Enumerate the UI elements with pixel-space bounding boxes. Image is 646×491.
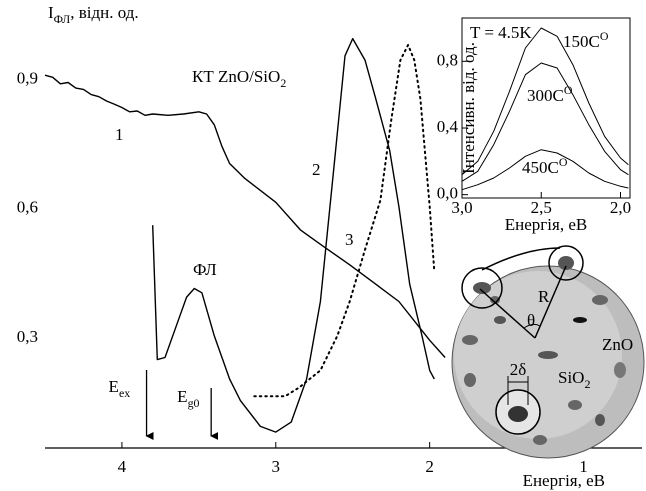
x-tick-label: 1	[579, 457, 588, 476]
particle	[490, 296, 500, 304]
particle	[595, 414, 605, 426]
angle-label: θ	[527, 311, 535, 330]
probe-circle	[548, 245, 584, 281]
series-label: 1	[115, 125, 124, 144]
particle	[473, 282, 491, 294]
x-tick-label: 2	[425, 457, 434, 476]
series-line	[44, 74, 446, 358]
y-tick-label: 0,6	[17, 198, 38, 217]
radius-label: R	[538, 287, 550, 306]
series-line	[253, 44, 436, 398]
particle	[592, 295, 608, 305]
y-axis-label-part: I	[48, 3, 54, 22]
particle	[462, 335, 478, 345]
series-label: 3	[345, 230, 354, 249]
inset-chart: 3,0 2,5 2,0 0,0 0,4 0,8 Енергія, еВ Інтенсивн. …	[437, 17, 631, 234]
marker-label: Eex	[109, 377, 131, 400]
y-axis-label: Інтенсивн. від. од.	[459, 42, 478, 174]
x-tick-label: 4	[118, 457, 127, 476]
sio2-sub: 2	[584, 377, 590, 391]
annotation: КТ ZnO/SiO2	[192, 67, 286, 90]
y-axis-label-part: ФЛ	[54, 12, 71, 26]
annotation-part: 2	[280, 76, 286, 90]
y-tick-label: 0,9	[17, 68, 38, 87]
series-label-part: O	[600, 29, 609, 43]
radius-line	[479, 288, 536, 339]
series-label-part: O	[559, 155, 568, 169]
x-tick-label: 2,5	[531, 198, 552, 217]
marker-label-part: E	[109, 377, 119, 396]
x-tick-label: 3,0	[451, 198, 472, 217]
x-axis-label: Енергія, еВ	[505, 215, 587, 234]
y-axis-label-part: , відн. од.	[70, 3, 138, 22]
y-tick-label: 0,0	[437, 184, 458, 203]
particle	[568, 400, 582, 410]
particle	[494, 316, 506, 324]
particle	[538, 351, 558, 359]
particle	[558, 256, 574, 270]
particle	[508, 406, 528, 422]
note: T = 4.5K	[470, 23, 532, 42]
marker-label-part: E	[177, 387, 187, 406]
probe-circle	[461, 267, 503, 309]
series-line	[152, 37, 435, 433]
sio2-label: SiO2	[558, 368, 590, 391]
y-tick-label: 0,3	[17, 327, 38, 346]
size-label: 2δ	[510, 360, 527, 379]
x-tick-label: 2,0	[610, 198, 631, 217]
series-line	[461, 62, 629, 182]
particle	[464, 373, 476, 387]
y-axis-label: IФЛ, відн. од.	[48, 3, 139, 26]
y-tick-label: 0,4	[437, 117, 459, 136]
marker-label: Eg0	[177, 387, 199, 410]
marker-label-part: ex	[119, 386, 130, 400]
annotation-part: КТ ZnO/SiO	[192, 67, 280, 86]
series-label: 2	[312, 160, 321, 179]
series-label-part: 450C	[522, 158, 559, 177]
series-line	[461, 27, 629, 176]
series-label: 150CO	[563, 29, 609, 51]
series-label-part: 300C	[527, 86, 564, 105]
x-axis-label: Енергія, еВ	[523, 471, 605, 490]
particle	[533, 435, 547, 445]
series-line	[461, 149, 629, 191]
particle	[614, 362, 626, 378]
x-tick-label: 3	[272, 457, 281, 476]
inset-frame	[461, 17, 631, 199]
radius-line	[534, 265, 567, 339]
marker-label-part: g0	[188, 396, 200, 410]
sio2-text: SiO	[558, 368, 584, 387]
zno-label: ZnO	[602, 335, 633, 354]
annotation-part: ФЛ	[193, 260, 217, 279]
series-label: 450CO	[522, 155, 568, 177]
sphere-diagram: R θ 2δ ZnO SiO2	[451, 245, 645, 459]
series-label-part: O	[564, 83, 573, 97]
y-tick-label: 0,8	[437, 50, 458, 69]
arc	[481, 247, 561, 271]
series-label-part: 150C	[563, 32, 600, 51]
annotation: ФЛ	[193, 260, 217, 279]
angle-arc	[523, 323, 541, 329]
series-label: 300CO	[527, 83, 573, 105]
particle	[573, 317, 587, 323]
